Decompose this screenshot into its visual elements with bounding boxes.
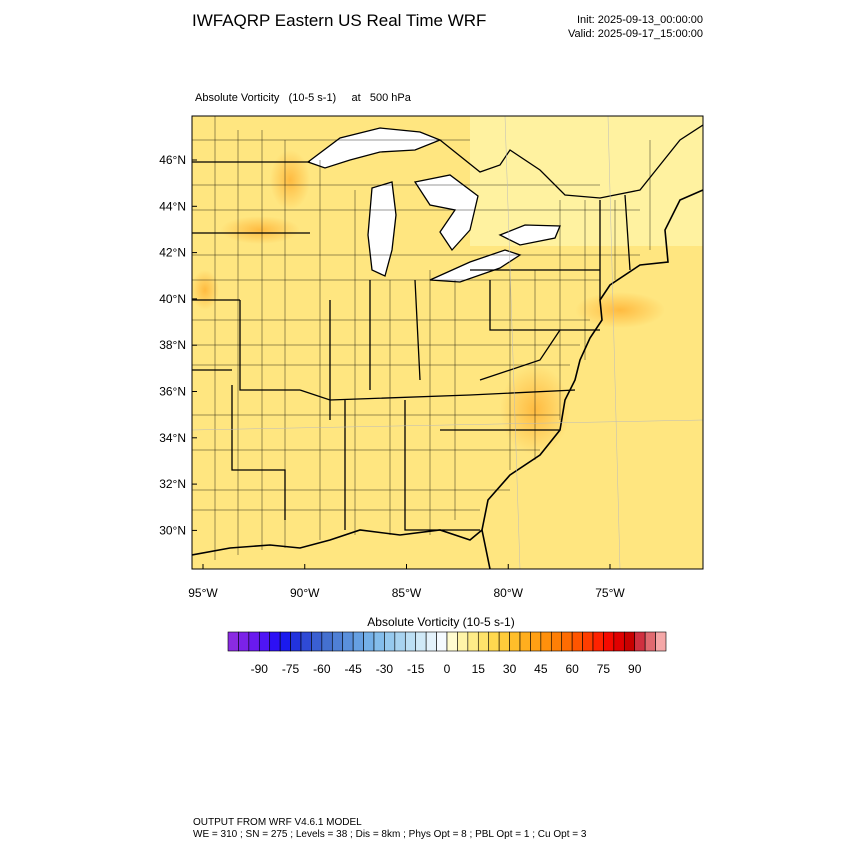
colorbar-label: -75 (282, 662, 300, 676)
colorbar-box (227, 631, 239, 652)
lon-tick-label: 80°W (494, 586, 524, 600)
valid-time: Valid: 2025-09-17_15:00:00 (568, 28, 703, 40)
colorbar-box (561, 631, 573, 652)
colorbar-box (477, 631, 490, 652)
colorbar-label: 15 (472, 662, 486, 676)
colorbar-label: 0 (444, 662, 451, 676)
colorbar-box (436, 631, 448, 652)
colorbar-label: 90 (628, 662, 642, 676)
colorbar-box (571, 631, 583, 652)
map-axes: 46°N 44°N 42°N 40°N 38°N 36°N 34°N 32°N 30°N 95°W… (159, 153, 625, 600)
colorbar-box (634, 631, 646, 652)
colorbar: -90 -75 -60 -45 -30 -15 0 15 30 45 60 75 90 (227, 631, 667, 676)
footer-line: WE = 310 ; SN = 275 ; Levels = 38 ; Dis … (193, 829, 587, 840)
colorbar-box (644, 631, 656, 652)
colorbar-box (384, 631, 396, 652)
colorbar-box (331, 631, 344, 652)
colorbar-label: -90 (251, 662, 269, 676)
colorbar-label: -45 (344, 662, 362, 676)
title: IWFAQRP Eastern US Real Time WRF (192, 11, 486, 30)
lat-tick-label: 32°N (159, 477, 186, 491)
colorbar-label: 75 (597, 662, 611, 676)
colorbar-label: -15 (407, 662, 425, 676)
colorbar-box (238, 631, 250, 652)
colorbar-box (311, 631, 323, 652)
colorbar-box (258, 631, 271, 652)
colorbar-box (603, 631, 615, 652)
colorbar-box (300, 631, 312, 652)
colorbar-label: -60 (313, 662, 331, 676)
lon-tick-label: 85°W (392, 586, 422, 600)
colorbar-box (279, 631, 291, 652)
colorbar-box (540, 631, 552, 652)
colorbar-box (363, 631, 375, 652)
colorbar-box (467, 631, 479, 652)
colorbar-box (394, 631, 406, 652)
colorbar-box (342, 631, 354, 652)
colorbar-box (550, 631, 563, 652)
lat-tick-label: 30°N (159, 523, 186, 537)
lat-tick-label: 40°N (159, 292, 186, 306)
colorbar-label: -30 (376, 662, 394, 676)
colorbar-box (655, 631, 667, 652)
colorbar-box (519, 631, 531, 652)
colorbar-box (248, 631, 260, 652)
colorbar-title: Absolute Vorticity (10-5 s-1) (367, 615, 514, 629)
colorbar-box (582, 631, 594, 652)
map (192, 116, 703, 569)
colorbar-box (509, 631, 521, 652)
colorbar-label: 30 (503, 662, 517, 676)
colorbar-box (404, 631, 417, 652)
colorbar-box (613, 631, 625, 652)
colorbar-box (446, 631, 458, 652)
colorbar-box (592, 631, 604, 652)
lat-tick-label: 38°N (159, 338, 186, 352)
colorbar-box (352, 631, 364, 652)
init-time: Init: 2025-09-13_00:00:00 (577, 14, 703, 26)
lat-tick-label: 36°N (159, 385, 186, 399)
colorbar-box (457, 631, 469, 652)
colorbar-box (290, 631, 302, 652)
lon-tick-label: 75°W (595, 586, 625, 600)
colorbar-box (530, 631, 542, 652)
footer-line: OUTPUT FROM WRF V4.6.1 MODEL (193, 817, 362, 828)
lon-tick-label: 95°W (188, 586, 218, 600)
colorbar-box (321, 631, 333, 652)
colorbar-box (623, 631, 636, 652)
colorbar-box (269, 631, 281, 652)
plot-subtitle: Absolute Vorticity (10-5 s-1) at 500 hPa (195, 92, 412, 104)
lat-tick-label: 34°N (159, 431, 186, 445)
lat-tick-label: 44°N (159, 199, 186, 213)
map-frame (191, 115, 704, 570)
colorbar-box (488, 631, 500, 652)
lat-tick-label: 46°N (159, 153, 186, 167)
colorbar-box (498, 631, 510, 652)
colorbar-label: 45 (534, 662, 548, 676)
colorbar-box (425, 631, 437, 652)
lat-tick-label: 42°N (159, 246, 186, 260)
colorbar-box (415, 631, 427, 652)
colorbar-label: 60 (565, 662, 579, 676)
colorbar-box (373, 631, 385, 652)
lon-tick-label: 90°W (290, 586, 320, 600)
